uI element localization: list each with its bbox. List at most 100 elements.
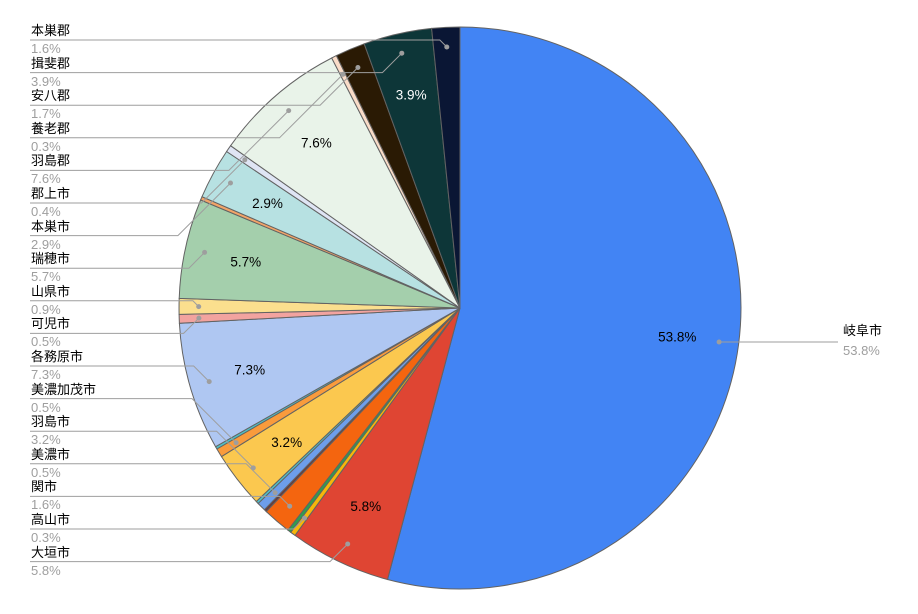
outside-label-pct: 7.3% [31, 367, 61, 382]
outside-label: 美濃加茂市 0.5% [31, 381, 97, 415]
leader-dot [206, 379, 212, 385]
leader-dot [242, 157, 248, 163]
outside-label-pct: 53.8% [843, 343, 880, 358]
outside-label-name: 各務原市 [31, 349, 84, 364]
outside-label-pct: 1.6% [31, 497, 61, 513]
outside-label-name: 可児市 [31, 316, 71, 332]
leader-dot [345, 541, 351, 547]
leader-dot [302, 515, 307, 521]
outside-label-name: 美濃加茂市 [31, 381, 97, 397]
leader-dot [340, 71, 346, 77]
pie-slice[interactable] [178, 307, 461, 448]
leader-line [30, 52, 403, 74]
outside-label-gifu-shi: 岐阜市 53.8% [843, 324, 882, 358]
leader-dot [716, 339, 722, 345]
outside-label-name: 美濃市 [31, 446, 71, 462]
outside-label: 養老郡 0.3% [31, 120, 71, 154]
outside-label-name: 羽島郡 [31, 153, 71, 169]
slice-percent-label: 53.8% [658, 330, 696, 345]
slice-percent-label: 2.9% [252, 196, 283, 211]
outside-label-name: 養老郡 [31, 120, 71, 136]
outside-label-name: 大垣市 [31, 544, 71, 560]
slice-percent-label: 3.2% [271, 435, 302, 450]
outside-label-pct: 1.6% [31, 41, 61, 56]
leader-line [30, 430, 254, 469]
outside-label: 可児市 0.5% [31, 317, 70, 349]
outside-label-name: 揖斐郡 [31, 55, 71, 71]
leader-dot [286, 108, 292, 114]
leader-dot [196, 315, 202, 321]
outside-label: 瑞穂市 5.7% [31, 252, 70, 284]
leader-dot [444, 44, 450, 50]
outside-label-name: 羽島市 [31, 414, 71, 430]
leader-line [30, 543, 349, 563]
slice-percent-label: 3.9% [396, 87, 427, 102]
outside-label-name: 山県市 [31, 283, 71, 299]
outside-label-pct: 0.5% [31, 399, 61, 415]
pie-slice[interactable] [229, 57, 461, 309]
leader-line [30, 517, 305, 530]
outside-label-pct: 5.8% [31, 562, 61, 578]
leader-line [30, 159, 246, 204]
leader-line [30, 110, 290, 171]
leader-dot [196, 304, 202, 310]
pie-slice[interactable] [431, 26, 461, 309]
outside-label-pct: 0.3% [31, 530, 61, 545]
outside-label: 安八郡 1.7% [31, 89, 70, 121]
outside-label-name: 高山市 [31, 512, 71, 527]
outside-label: 揖斐郡 3.9% [31, 55, 71, 89]
leader-line [30, 74, 344, 139]
outside-label: 美濃市 0.5% [31, 446, 71, 480]
leader-dot [233, 440, 239, 446]
leader-line [30, 495, 291, 507]
outside-label-pct: 5.7% [31, 269, 61, 285]
slice-percent-label: 7.3% [234, 363, 265, 378]
outside-label-pct: 0.4% [31, 204, 61, 219]
outside-label-pct: 1.7% [31, 106, 61, 122]
outside-label: 本巣市 2.9% [31, 218, 71, 252]
outside-label-pct: 3.9% [31, 73, 61, 89]
leader-line [30, 182, 231, 237]
outside-label-name: 本巣市 [31, 218, 71, 234]
outside-label: 本巣郡 1.6% [31, 24, 70, 56]
outside-label: 郡上市 0.4% [31, 187, 70, 219]
outside-label-pct: 0.3% [31, 138, 61, 154]
outside-label: 山県市 0.9% [31, 283, 71, 317]
outside-label-name: 瑞穂市 [31, 251, 71, 267]
leader-line [30, 67, 359, 106]
leader-dot [228, 180, 233, 186]
leader-dot [202, 249, 208, 255]
outside-label-pct: 0.5% [31, 334, 61, 350]
leader-line [30, 300, 200, 307]
leader-line [30, 463, 276, 494]
outside-label: 羽島郡 7.6% [31, 154, 70, 186]
outside-label-name: 安八郡 [31, 88, 71, 104]
pie-slice[interactable] [386, 26, 742, 590]
outside-label: 高山市 0.3% [31, 513, 70, 545]
outside-label: 大垣市 5.8% [31, 544, 71, 578]
outside-label-name: 郡上市 [31, 186, 71, 201]
slice-percent-label: 5.8% [350, 499, 381, 514]
leader-line [30, 317, 200, 334]
outside-label-pct: 0.9% [31, 301, 61, 317]
slice-percent-label: 7.6% [301, 135, 332, 150]
leader-dot [399, 50, 405, 56]
slice-percent-label: 5.7% [230, 254, 261, 269]
leader-dot [355, 65, 361, 70]
leader-line [30, 365, 210, 382]
leader-dot [287, 503, 293, 509]
outside-label-name: 岐阜市 [843, 323, 883, 338]
outside-label-name: 関市 [31, 479, 58, 495]
leader-line [30, 398, 237, 444]
leader-line [30, 252, 205, 269]
outside-label-pct: 3.2% [31, 432, 61, 448]
leader-line [30, 39, 448, 48]
leader-dot [272, 490, 278, 496]
outside-label: 羽島市 3.2% [31, 415, 70, 447]
outside-label-pct: 7.6% [31, 171, 61, 187]
outside-label-pct: 0.5% [31, 464, 61, 480]
outside-label: 関市 1.6% [31, 480, 61, 512]
outside-label-pct: 2.9% [31, 236, 61, 252]
